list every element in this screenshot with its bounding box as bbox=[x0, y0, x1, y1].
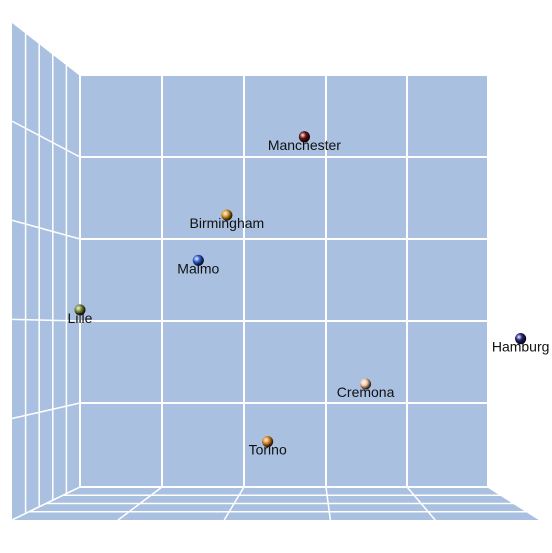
chart-gridlines bbox=[11, 21, 541, 521]
chart-points: Manchester Birmingham Malmo Lille Hamburg Cre… bbox=[68, 131, 550, 458]
left-wall-gridline bbox=[11, 21, 81, 76]
data-point-label: Lille bbox=[68, 310, 93, 326]
data-point-label: Cremona bbox=[337, 384, 395, 400]
data-point-shading bbox=[192, 254, 204, 266]
back-wall bbox=[80, 75, 488, 487]
data-point-shading bbox=[360, 378, 372, 390]
data-point-manchester: Manchester bbox=[268, 131, 341, 153]
data-point-cremona: Cremona bbox=[337, 378, 395, 400]
data-point-label: Hamburg bbox=[492, 339, 550, 355]
left-wall-gridline bbox=[11, 120, 81, 158]
data-point-birmingham: Birmingham bbox=[190, 209, 265, 231]
data-point-lille: Lille bbox=[68, 304, 93, 326]
data-point-hamburg: Hamburg bbox=[492, 333, 550, 355]
left-wall-gridline bbox=[11, 402, 81, 420]
data-point-label: Manchester bbox=[268, 137, 341, 153]
data-point-shading bbox=[74, 304, 86, 316]
data-point-shading bbox=[515, 333, 527, 345]
data-point-label: Torino bbox=[249, 442, 287, 458]
data-point-label: Malmo bbox=[177, 260, 219, 276]
left-wall bbox=[12, 22, 80, 520]
left-wall-gridline bbox=[11, 219, 81, 240]
data-point-torino: Torino bbox=[249, 436, 287, 458]
data-point-label: Birmingham bbox=[190, 215, 265, 231]
data-point-shading bbox=[262, 436, 274, 448]
data-point-malmo: Malmo bbox=[177, 254, 220, 276]
data-point-shading bbox=[298, 131, 310, 143]
left-wall-gridline bbox=[11, 318, 81, 322]
data-point-shading bbox=[221, 209, 233, 221]
